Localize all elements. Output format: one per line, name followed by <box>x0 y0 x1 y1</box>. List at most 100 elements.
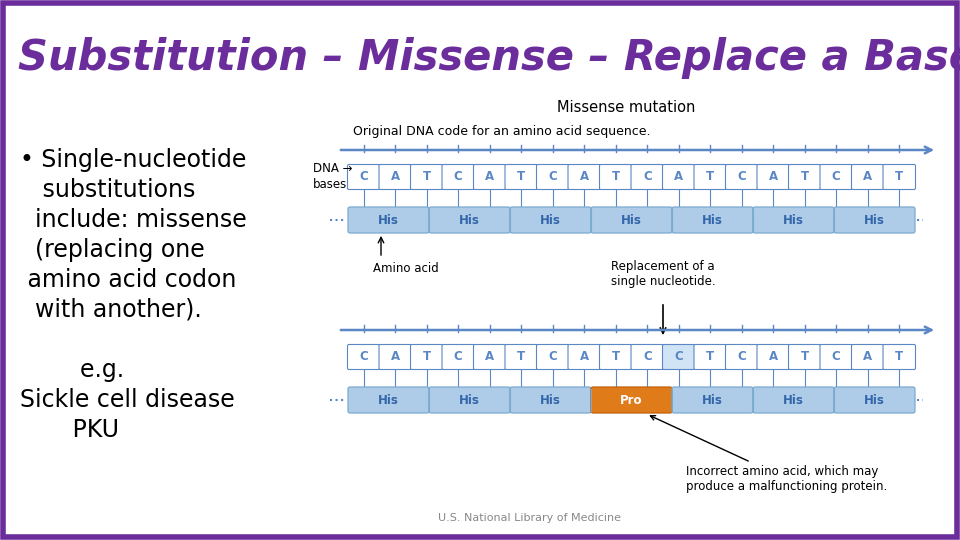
FancyBboxPatch shape <box>411 165 443 190</box>
Text: C: C <box>548 171 557 184</box>
Text: T: T <box>801 171 809 184</box>
Text: Pro: Pro <box>620 394 643 407</box>
FancyBboxPatch shape <box>672 387 753 413</box>
FancyBboxPatch shape <box>411 345 443 369</box>
Text: His: His <box>864 394 885 407</box>
Text: C: C <box>643 350 652 363</box>
Text: substitutions: substitutions <box>20 178 196 202</box>
Text: C: C <box>359 171 368 184</box>
FancyBboxPatch shape <box>631 345 663 369</box>
Text: C: C <box>454 171 463 184</box>
Text: T: T <box>422 350 431 363</box>
Text: C: C <box>454 350 463 363</box>
FancyBboxPatch shape <box>510 387 591 413</box>
Text: U.S. National Library of Medicine: U.S. National Library of Medicine <box>439 513 621 523</box>
FancyBboxPatch shape <box>788 165 821 190</box>
FancyBboxPatch shape <box>753 207 834 233</box>
FancyBboxPatch shape <box>348 345 380 369</box>
Text: T: T <box>422 171 431 184</box>
FancyBboxPatch shape <box>883 345 916 369</box>
Text: e.g.: e.g. <box>20 358 124 382</box>
FancyBboxPatch shape <box>442 345 474 369</box>
FancyBboxPatch shape <box>883 165 916 190</box>
Text: A: A <box>769 350 778 363</box>
FancyBboxPatch shape <box>662 345 695 369</box>
Text: A: A <box>391 350 399 363</box>
FancyBboxPatch shape <box>473 345 506 369</box>
Text: C: C <box>359 350 368 363</box>
FancyBboxPatch shape <box>820 165 852 190</box>
FancyBboxPatch shape <box>537 165 569 190</box>
FancyBboxPatch shape <box>568 165 601 190</box>
FancyBboxPatch shape <box>510 207 591 233</box>
Text: A: A <box>863 350 873 363</box>
Text: • Single-nucleotide: • Single-nucleotide <box>20 148 247 172</box>
Text: A: A <box>769 171 778 184</box>
FancyBboxPatch shape <box>442 165 474 190</box>
Text: T: T <box>517 171 525 184</box>
Text: T: T <box>517 350 525 363</box>
Text: bases: bases <box>313 179 348 192</box>
Text: T: T <box>801 350 809 363</box>
Text: amino acid codon: amino acid codon <box>20 268 236 292</box>
FancyBboxPatch shape <box>753 387 834 413</box>
FancyBboxPatch shape <box>348 207 429 233</box>
Text: His: His <box>540 394 561 407</box>
FancyBboxPatch shape <box>537 345 569 369</box>
Text: Original DNA code for an amino acid sequence.: Original DNA code for an amino acid sequ… <box>353 125 651 138</box>
FancyBboxPatch shape <box>820 345 852 369</box>
Text: Incorrect amino acid, which may
produce a malfunctioning protein.: Incorrect amino acid, which may produce … <box>651 416 888 493</box>
FancyBboxPatch shape <box>788 345 821 369</box>
Text: His: His <box>702 394 723 407</box>
FancyBboxPatch shape <box>852 165 884 190</box>
FancyBboxPatch shape <box>429 207 510 233</box>
Text: His: His <box>864 213 885 226</box>
FancyBboxPatch shape <box>348 387 429 413</box>
Text: Sickle cell disease: Sickle cell disease <box>20 388 235 412</box>
FancyBboxPatch shape <box>505 165 538 190</box>
Text: A: A <box>580 171 588 184</box>
FancyBboxPatch shape <box>694 345 727 369</box>
FancyBboxPatch shape <box>591 387 672 413</box>
Text: T: T <box>612 171 620 184</box>
FancyBboxPatch shape <box>473 165 506 190</box>
FancyBboxPatch shape <box>599 165 632 190</box>
FancyBboxPatch shape <box>726 165 758 190</box>
FancyBboxPatch shape <box>505 345 538 369</box>
FancyBboxPatch shape <box>599 345 632 369</box>
Text: His: His <box>378 213 399 226</box>
FancyBboxPatch shape <box>379 165 412 190</box>
FancyBboxPatch shape <box>852 345 884 369</box>
Text: include: missense: include: missense <box>20 208 247 232</box>
Text: His: His <box>783 394 804 407</box>
FancyBboxPatch shape <box>694 165 727 190</box>
Text: Missense mutation: Missense mutation <box>558 100 696 116</box>
FancyBboxPatch shape <box>834 387 915 413</box>
Text: A: A <box>485 171 494 184</box>
Text: T: T <box>895 350 903 363</box>
Text: His: His <box>459 213 480 226</box>
Text: His: His <box>621 213 642 226</box>
Text: C: C <box>643 171 652 184</box>
Text: A: A <box>863 171 873 184</box>
Text: Amino acid: Amino acid <box>373 261 439 274</box>
FancyBboxPatch shape <box>726 345 758 369</box>
Text: A: A <box>580 350 588 363</box>
Text: PKU: PKU <box>20 418 119 442</box>
FancyBboxPatch shape <box>379 345 412 369</box>
FancyBboxPatch shape <box>429 387 510 413</box>
Text: His: His <box>702 213 723 226</box>
FancyBboxPatch shape <box>631 165 663 190</box>
Text: T: T <box>707 350 714 363</box>
Text: His: His <box>459 394 480 407</box>
Text: T: T <box>612 350 620 363</box>
Text: A: A <box>674 171 684 184</box>
FancyBboxPatch shape <box>834 207 915 233</box>
FancyBboxPatch shape <box>348 165 380 190</box>
Text: C: C <box>832 171 841 184</box>
Text: C: C <box>674 350 684 363</box>
Text: A: A <box>485 350 494 363</box>
Text: DNA →: DNA → <box>313 163 352 176</box>
Text: with another).: with another). <box>20 298 202 322</box>
Text: C: C <box>832 350 841 363</box>
